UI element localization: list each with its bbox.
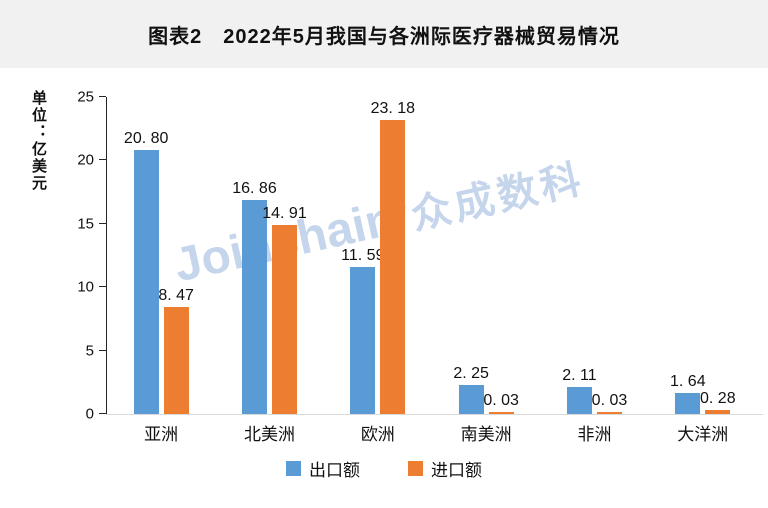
y-tick-mark xyxy=(99,159,106,161)
chart-title: 图表2 2022年5月我国与各洲际医疗器械贸易情况 xyxy=(148,25,620,48)
legend-swatch-icon xyxy=(286,461,301,476)
y-tick-label: 0 xyxy=(85,405,94,423)
y-tick-mark xyxy=(99,222,106,224)
plot-area: 0 5 10 15 20 25 20. 80 8. 47 16. 86 14. 91 11. 59… xyxy=(77,89,763,423)
category-group-5: 2. 11 0. 03 xyxy=(540,97,648,414)
category-group-1: 20. 80 8. 47 xyxy=(107,97,215,414)
y-tick-mark xyxy=(99,286,106,288)
y-tick-mark xyxy=(99,349,106,351)
x-category-label-4: 南美洲 xyxy=(460,425,512,444)
bar-value-label: 0. 28 xyxy=(700,390,736,408)
bar-value-label: 0. 03 xyxy=(591,392,628,409)
y-tick-label: 25 xyxy=(77,88,94,106)
bars-area: 20. 80 8. 47 16. 86 14. 91 11. 59 23. 18 2. 25… xyxy=(107,97,757,414)
import-bar: 8. 47 xyxy=(158,287,194,414)
bar-value-label: 16. 86 xyxy=(232,180,277,198)
title-band: 图表2 2022年5月我国与各洲际医疗器械贸易情况 xyxy=(0,0,768,68)
legend-item: 进口额 xyxy=(408,456,482,481)
import-bar: 14. 91 xyxy=(262,205,307,414)
category-group-2: 16. 86 14. 91 xyxy=(215,97,323,414)
bar-value-label: 8. 47 xyxy=(158,286,194,304)
y-tick-label: 15 xyxy=(77,215,94,233)
bar-value-label: 2. 11 xyxy=(562,367,597,385)
export-bar: 16. 86 xyxy=(232,180,277,414)
export-bar: 11. 59 xyxy=(341,247,384,414)
bar-value-label: 1. 64 xyxy=(670,373,706,391)
legend-label: 进口额 xyxy=(431,461,482,480)
export-bar: 2. 25 xyxy=(453,365,489,414)
export-bar: 2. 11 xyxy=(562,367,597,414)
y-tick-mark xyxy=(99,413,106,414)
export-bar: 20. 80 xyxy=(124,130,168,414)
category-group-3: 11. 59 23. 18 xyxy=(324,97,432,414)
import-bar: 0. 28 xyxy=(700,390,736,414)
y-tick-label: 5 xyxy=(85,342,94,360)
import-bar: 23. 18 xyxy=(371,100,415,414)
legend-item: 出口额 xyxy=(286,456,360,481)
x-axis-baseline xyxy=(106,414,763,415)
bar-value-label: 23. 18 xyxy=(370,100,416,118)
bar-value-label: 20. 80 xyxy=(123,130,169,148)
x-category-label-1: 亚洲 xyxy=(144,425,179,444)
bar-value-label: 0. 03 xyxy=(483,392,519,409)
y-tick-label: 20 xyxy=(77,151,94,169)
y-axis-line xyxy=(106,97,107,414)
y-tick-label: 10 xyxy=(77,278,94,296)
y-tick-mark xyxy=(99,96,106,97)
legend-swatch-icon xyxy=(408,461,423,476)
bar-value-label: 2. 25 xyxy=(453,365,489,383)
category-group-6: 1. 64 0. 28 xyxy=(649,97,757,414)
legend: 出口额 进口额 xyxy=(0,456,768,481)
x-category-label-3: 欧洲 xyxy=(360,425,395,444)
x-axis-labels: 亚洲 北美洲 欧洲 南美洲 非洲 大洋洲 xyxy=(107,420,757,445)
category-group-4: 2. 25 0. 03 xyxy=(432,97,540,414)
legend-label: 出口额 xyxy=(309,461,360,480)
bar-value-label: 11. 59 xyxy=(341,247,385,265)
import-bar: 0. 03 xyxy=(592,392,627,414)
export-bar: 1. 64 xyxy=(670,373,706,414)
x-category-label-6: 大洋洲 xyxy=(677,425,729,444)
x-category-label-5: 非洲 xyxy=(577,425,612,444)
bar-value-label: 14. 91 xyxy=(262,204,307,222)
import-bar: 0. 03 xyxy=(483,392,519,414)
x-category-label-2: 北美洲 xyxy=(243,425,295,444)
y-axis-unit-label: 单位：亿美元 xyxy=(30,90,47,192)
